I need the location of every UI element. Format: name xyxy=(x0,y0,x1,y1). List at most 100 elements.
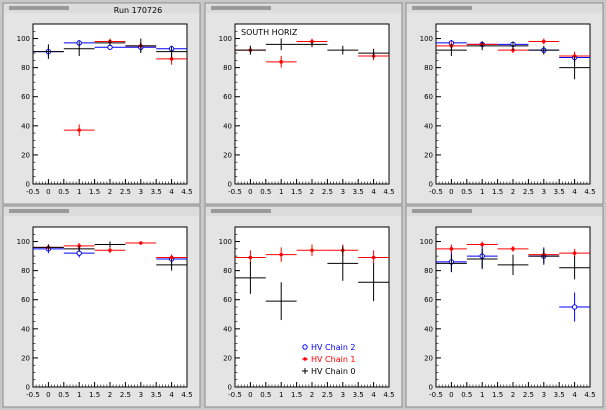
x-tick-label: 4 xyxy=(572,188,577,196)
pad-1: -0.5 0 0.5 1 1.5 2 2.5 3 3.5 4 4.5020406080100SOUT… xyxy=(204,2,403,205)
y-tick-label: 40 xyxy=(223,122,232,130)
pad-header-strip xyxy=(4,4,199,13)
x-tick-label: 3.5 xyxy=(353,391,364,399)
x-tick-label: 0.5 xyxy=(260,391,271,399)
x-tick-label: 1.5 xyxy=(492,188,503,196)
x-tick-label: 1.5 xyxy=(89,188,100,196)
run-label: Run 170726 xyxy=(114,6,162,15)
data-point xyxy=(47,50,50,53)
x-tick-label: 0 xyxy=(248,188,252,196)
data-point xyxy=(511,247,515,251)
x-tick-label: 1.5 xyxy=(291,391,302,399)
data-point xyxy=(372,52,375,54)
legend-label: HV Chain 0 xyxy=(311,367,356,376)
y-tick-label: 80 xyxy=(223,267,232,275)
y-tick-label: 0 xyxy=(26,181,30,189)
data-point xyxy=(481,258,484,260)
x-tick-label: 4 xyxy=(169,188,174,196)
data-point xyxy=(342,49,344,51)
x-tick-label: 4.5 xyxy=(181,188,192,196)
x-tick-label: 4 xyxy=(371,188,376,196)
pad-header-strip xyxy=(206,4,401,13)
data-point xyxy=(169,57,174,61)
pad-header-label-block xyxy=(9,6,69,10)
x-tick-label: 1.5 xyxy=(89,391,100,399)
data-point xyxy=(77,128,81,132)
data-point xyxy=(449,247,454,251)
x-tick-label: 0 xyxy=(46,188,50,196)
data-point xyxy=(512,45,514,47)
y-tick-label: 60 xyxy=(21,93,30,101)
data-point xyxy=(372,281,375,284)
x-tick-label: 4.5 xyxy=(584,188,595,196)
x-tick-label: 2 xyxy=(511,188,515,196)
data-point xyxy=(78,248,80,250)
legend-label: HV Chain 2 xyxy=(311,343,356,352)
x-tick-label: 4.5 xyxy=(383,391,394,399)
data-point xyxy=(108,248,112,253)
y-tick-label: 0 xyxy=(228,384,232,392)
x-tick-label: 2.5 xyxy=(523,391,534,399)
pad-header-label-block xyxy=(412,6,472,10)
x-tick-label: -0.5 xyxy=(26,391,40,399)
data-point xyxy=(109,42,111,44)
y-tick-label: 20 xyxy=(21,354,30,362)
pad-annotation: SOUTH HORIZ xyxy=(241,28,298,37)
data-point xyxy=(249,49,252,51)
data-point xyxy=(571,304,578,310)
y-tick-label: 100 xyxy=(420,35,433,43)
x-tick-label: 2.5 xyxy=(120,391,131,399)
data-point xyxy=(450,49,453,51)
legend-marker xyxy=(302,344,308,350)
y-tick-label: 100 xyxy=(17,35,30,43)
y-tick-label: 20 xyxy=(424,354,433,362)
y-tick-label: 80 xyxy=(424,267,433,275)
data-point xyxy=(450,262,453,265)
x-tick-label: 1 xyxy=(480,188,484,196)
y-tick-label: 100 xyxy=(17,238,30,246)
y-tick-label: 20 xyxy=(223,151,232,159)
pad-header-strip xyxy=(4,207,199,216)
x-tick-label: 0.5 xyxy=(58,188,69,196)
pad-header-label-block xyxy=(211,209,271,213)
y-tick-label: 0 xyxy=(26,384,30,392)
data-point xyxy=(543,255,545,257)
x-tick-label: 0.5 xyxy=(461,188,472,196)
y-tick-label: 20 xyxy=(21,151,30,159)
y-tick-label: 80 xyxy=(424,64,433,72)
plot-area xyxy=(32,226,188,388)
x-tick-label: 1.5 xyxy=(492,391,503,399)
x-tick-label: -0.5 xyxy=(228,391,242,399)
y-tick-label: 40 xyxy=(21,325,30,333)
x-tick-label: 2 xyxy=(310,188,314,196)
x-tick-label: 2 xyxy=(310,391,314,399)
pad-header-label-block xyxy=(9,209,69,213)
data-point xyxy=(311,43,313,46)
x-tick-label: 3 xyxy=(341,188,345,196)
y-tick-label: 60 xyxy=(424,296,433,304)
y-tick-label: 0 xyxy=(429,181,433,189)
data-point xyxy=(573,66,576,69)
y-tick-label: 80 xyxy=(223,64,232,72)
y-tick-label: 60 xyxy=(21,296,30,304)
x-tick-label: 0.5 xyxy=(461,391,472,399)
x-tick-label: 3.5 xyxy=(353,188,364,196)
x-tick-label: 2 xyxy=(108,188,112,196)
x-tick-label: 2.5 xyxy=(523,188,534,196)
x-tick-label: 4 xyxy=(572,391,577,399)
legend-label: HV Chain 1 xyxy=(311,355,356,364)
data-point xyxy=(542,39,546,44)
x-tick-label: 1 xyxy=(279,391,283,399)
data-point xyxy=(572,251,577,255)
x-tick-label: 3 xyxy=(542,391,546,399)
y-tick-label: 0 xyxy=(228,181,232,189)
plot-area xyxy=(234,23,390,185)
x-tick-label: 0 xyxy=(46,391,50,399)
data-point xyxy=(109,243,111,246)
x-tick-label: 0 xyxy=(449,391,453,399)
